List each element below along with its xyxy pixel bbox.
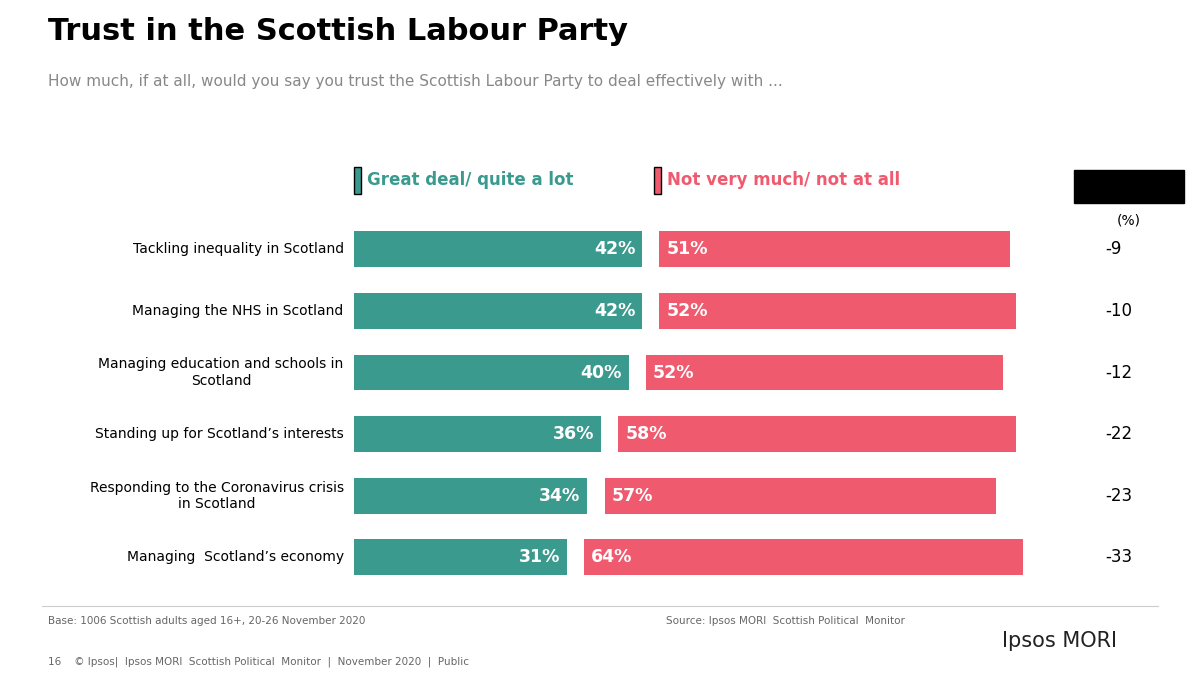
Text: -10: -10 bbox=[1105, 302, 1133, 320]
Bar bbox=[354, 478, 588, 514]
Text: 42%: 42% bbox=[594, 302, 636, 320]
Text: 42%: 42% bbox=[594, 240, 636, 259]
Text: Great deal/ quite a lot: Great deal/ quite a lot bbox=[367, 171, 574, 189]
Text: 64%: 64% bbox=[590, 548, 632, 566]
Text: Managing  Scotland’s economy: Managing Scotland’s economy bbox=[126, 550, 343, 564]
Text: How much, if at all, would you say you trust the Scottish Labour Party to deal e: How much, if at all, would you say you t… bbox=[48, 74, 782, 89]
Text: 51%: 51% bbox=[666, 240, 708, 259]
Text: Source: Ipsos MORI  Scottish Political  Monitor: Source: Ipsos MORI Scottish Political Mo… bbox=[666, 616, 905, 626]
Text: Trust in the Scottish Labour Party: Trust in the Scottish Labour Party bbox=[48, 17, 628, 46]
Text: 52%: 52% bbox=[666, 302, 708, 320]
Text: Managing education and schools in
Scotland: Managing education and schools in Scotla… bbox=[98, 357, 343, 387]
Text: 16    © Ipsos|  Ipsos MORI  Scottish Political  Monitor  |  November 2020  |  Pu: 16 © Ipsos| Ipsos MORI Scottish Politica… bbox=[48, 656, 469, 667]
Text: 57%: 57% bbox=[612, 487, 653, 505]
Text: -9: -9 bbox=[1105, 240, 1122, 259]
Text: 52%: 52% bbox=[653, 364, 694, 381]
Text: 34%: 34% bbox=[539, 487, 581, 505]
Bar bbox=[660, 293, 1016, 329]
Text: -22: -22 bbox=[1105, 425, 1133, 443]
Text: Managing the NHS in Scotland: Managing the NHS in Scotland bbox=[132, 304, 343, 318]
Bar bbox=[354, 539, 566, 575]
Text: (%): (%) bbox=[1117, 213, 1141, 227]
Bar bbox=[354, 293, 642, 329]
Bar bbox=[618, 416, 1016, 452]
Text: -33: -33 bbox=[1105, 548, 1133, 566]
Bar bbox=[646, 354, 1003, 390]
Text: Base: 1006 Scottish adults aged 16+, 20-26 November 2020: Base: 1006 Scottish adults aged 16+, 20-… bbox=[48, 616, 365, 626]
Text: Not very much/ not at all: Not very much/ not at all bbox=[667, 171, 900, 189]
Bar bbox=[354, 232, 642, 267]
Text: Ipsos MORI: Ipsos MORI bbox=[1002, 631, 1117, 651]
Text: -23: -23 bbox=[1105, 487, 1133, 505]
Text: 36%: 36% bbox=[553, 425, 594, 443]
Bar bbox=[354, 416, 601, 452]
Text: 58%: 58% bbox=[625, 425, 667, 443]
Text: -12: -12 bbox=[1105, 364, 1133, 381]
Text: Tackling inequality in Scotland: Tackling inequality in Scotland bbox=[132, 242, 343, 256]
Text: 31%: 31% bbox=[518, 548, 560, 566]
Bar bbox=[584, 539, 1024, 575]
Bar bbox=[605, 478, 996, 514]
Text: Responding to the Coronavirus crisis
in Scotland: Responding to the Coronavirus crisis in … bbox=[90, 481, 343, 511]
Bar bbox=[354, 354, 629, 390]
Text: 40%: 40% bbox=[581, 364, 622, 381]
Text: NET TRUST: NET TRUST bbox=[1092, 180, 1166, 193]
Text: Standing up for Scotland’s interests: Standing up for Scotland’s interests bbox=[95, 427, 343, 441]
Bar bbox=[660, 232, 1009, 267]
